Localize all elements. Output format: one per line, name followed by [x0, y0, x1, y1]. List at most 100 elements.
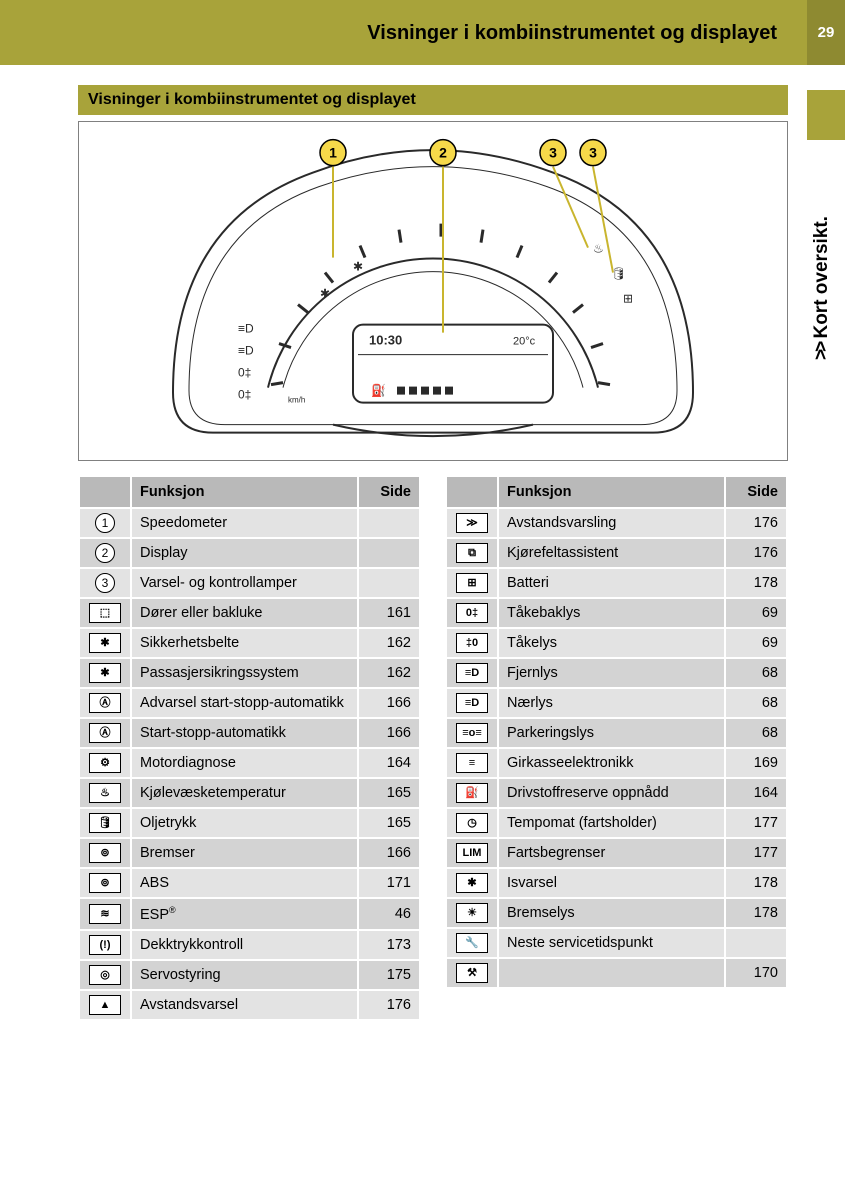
row-page: [725, 928, 787, 958]
indicator-icon: ⚙: [89, 753, 121, 773]
callout-number: 2: [439, 145, 447, 161]
row-function: Avstandsvarsel: [131, 990, 358, 1020]
indicator-icon: LIM: [456, 843, 488, 863]
row-page: 170: [725, 958, 787, 988]
svg-text:♨: ♨: [593, 242, 604, 256]
svg-text:km/h: km/h: [288, 396, 305, 405]
row-function: Kjølevæsketemperatur: [131, 778, 358, 808]
svg-text:✱: ✱: [320, 287, 330, 301]
row-function: Avstandsvarsling: [498, 508, 725, 538]
row-icon-cell: ≋: [79, 898, 131, 930]
row-page: 176: [725, 508, 787, 538]
indicator-icon: ☀: [456, 903, 488, 923]
row-function: Bremser: [131, 838, 358, 868]
indicator-icon: (!): [89, 935, 121, 955]
row-page: 169: [725, 748, 787, 778]
row-icon-cell: ▲: [79, 990, 131, 1020]
indicator-icon: 🔧: [456, 933, 488, 953]
row-function: Servostyring: [131, 960, 358, 990]
row-function: Kjørefeltassistent: [498, 538, 725, 568]
header-bar: Visninger i kombiinstrumentet og display…: [0, 0, 845, 65]
indicator-icon: ⧉: [456, 543, 488, 563]
row-page: [358, 538, 420, 568]
table-row: ⊚Bremser166: [79, 838, 420, 868]
row-icon-cell: ≡: [446, 748, 498, 778]
row-function: Batteri: [498, 568, 725, 598]
indicator-icon: ≫: [456, 513, 488, 533]
tables-row: Funksjon Side 1Speedometer2Display3Varse…: [78, 475, 788, 1021]
table-row: ≡DNærlys68: [446, 688, 787, 718]
table-row: 2Display: [79, 538, 420, 568]
row-function: ESP®: [131, 898, 358, 930]
row-function: Start-stopp-automatikk: [131, 718, 358, 748]
table-row: ☀ Bremselys178: [446, 898, 787, 928]
table-row: ⬚Dører eller bakluke161: [79, 598, 420, 628]
row-icon-cell: ‡0: [446, 628, 498, 658]
row-icon-cell: ⊞: [446, 568, 498, 598]
table-row: 3Varsel- og kontrollamper: [79, 568, 420, 598]
row-icon-cell: ≡D: [446, 688, 498, 718]
col-page: Side: [358, 476, 420, 508]
row-icon-cell: ♨: [79, 778, 131, 808]
row-function: Tempomat (fartsholder): [498, 808, 725, 838]
row-page: 178: [725, 568, 787, 598]
row-page: 166: [358, 718, 420, 748]
row-page: 171: [358, 868, 420, 898]
table-row: ‡0Tåkelys69: [446, 628, 787, 658]
row-function: Varsel- og kontrollamper: [131, 568, 358, 598]
row-function: Dekktrykkontroll: [131, 930, 358, 960]
row-page: 175: [358, 960, 420, 990]
numbered-circle-icon: 1: [95, 513, 115, 533]
row-page: 69: [725, 628, 787, 658]
row-icon-cell: ⚒: [446, 958, 498, 988]
indicator-icon: ✱: [456, 873, 488, 893]
row-function: Fjernlys: [498, 658, 725, 688]
row-page: 178: [725, 898, 787, 928]
row-icon-cell: 0‡: [446, 598, 498, 628]
row-icon-cell: ✱: [446, 868, 498, 898]
row-function: Speedometer: [131, 508, 358, 538]
row-page: 164: [725, 778, 787, 808]
row-function: Fartsbegrenser: [498, 838, 725, 868]
row-icon-cell: ⛽: [446, 778, 498, 808]
svg-text:10:30: 10:30: [369, 333, 402, 348]
table-row: LIMFartsbegrenser177: [446, 838, 787, 868]
indicator-icon: ✱: [89, 633, 121, 653]
table-row: ✱Passasjersikringssystem162: [79, 658, 420, 688]
indicator-icon: ⬚: [89, 603, 121, 623]
row-page: 178: [725, 868, 787, 898]
indicator-icon: 0‡: [456, 603, 488, 623]
chapter-side-label: >> Kort oversikt.: [811, 160, 839, 360]
page-number-badge: 29: [807, 0, 845, 65]
row-icon-cell: ⊚: [79, 868, 131, 898]
row-page: 176: [725, 538, 787, 568]
row-page: 161: [358, 598, 420, 628]
row-icon-cell: ≫: [446, 508, 498, 538]
table-row: 1 Speedometer: [79, 508, 420, 538]
row-page: [358, 508, 420, 538]
row-icon-cell: 🛢: [79, 808, 131, 838]
row-page: 46: [358, 898, 420, 930]
table-row: 0‡Tåkebaklys69: [446, 598, 787, 628]
row-function: Oljetrykk: [131, 808, 358, 838]
row-function: Bremselys: [498, 898, 725, 928]
row-icon-cell: ⬚: [79, 598, 131, 628]
row-function: Isvarsel: [498, 868, 725, 898]
indicator-icon: ⊚: [89, 843, 121, 863]
row-page: 177: [725, 808, 787, 838]
callout-number: 1: [329, 145, 337, 161]
row-page: [358, 568, 420, 598]
row-page: 162: [358, 628, 420, 658]
indicator-icon: ⊞: [456, 573, 488, 593]
row-icon-cell: ⧉: [446, 538, 498, 568]
row-function: [498, 958, 725, 988]
indicator-icon: ≋: [89, 904, 121, 924]
row-icon-cell: ✱: [79, 658, 131, 688]
row-icon-cell: (!): [79, 930, 131, 960]
table-row: ≫ Avstandsvarsling176: [446, 508, 787, 538]
row-icon-cell: 🔧: [446, 928, 498, 958]
indicator-icon: ◷: [456, 813, 488, 833]
row-page: 68: [725, 658, 787, 688]
side-tab-marker: [807, 90, 845, 140]
row-page: 165: [358, 808, 420, 838]
